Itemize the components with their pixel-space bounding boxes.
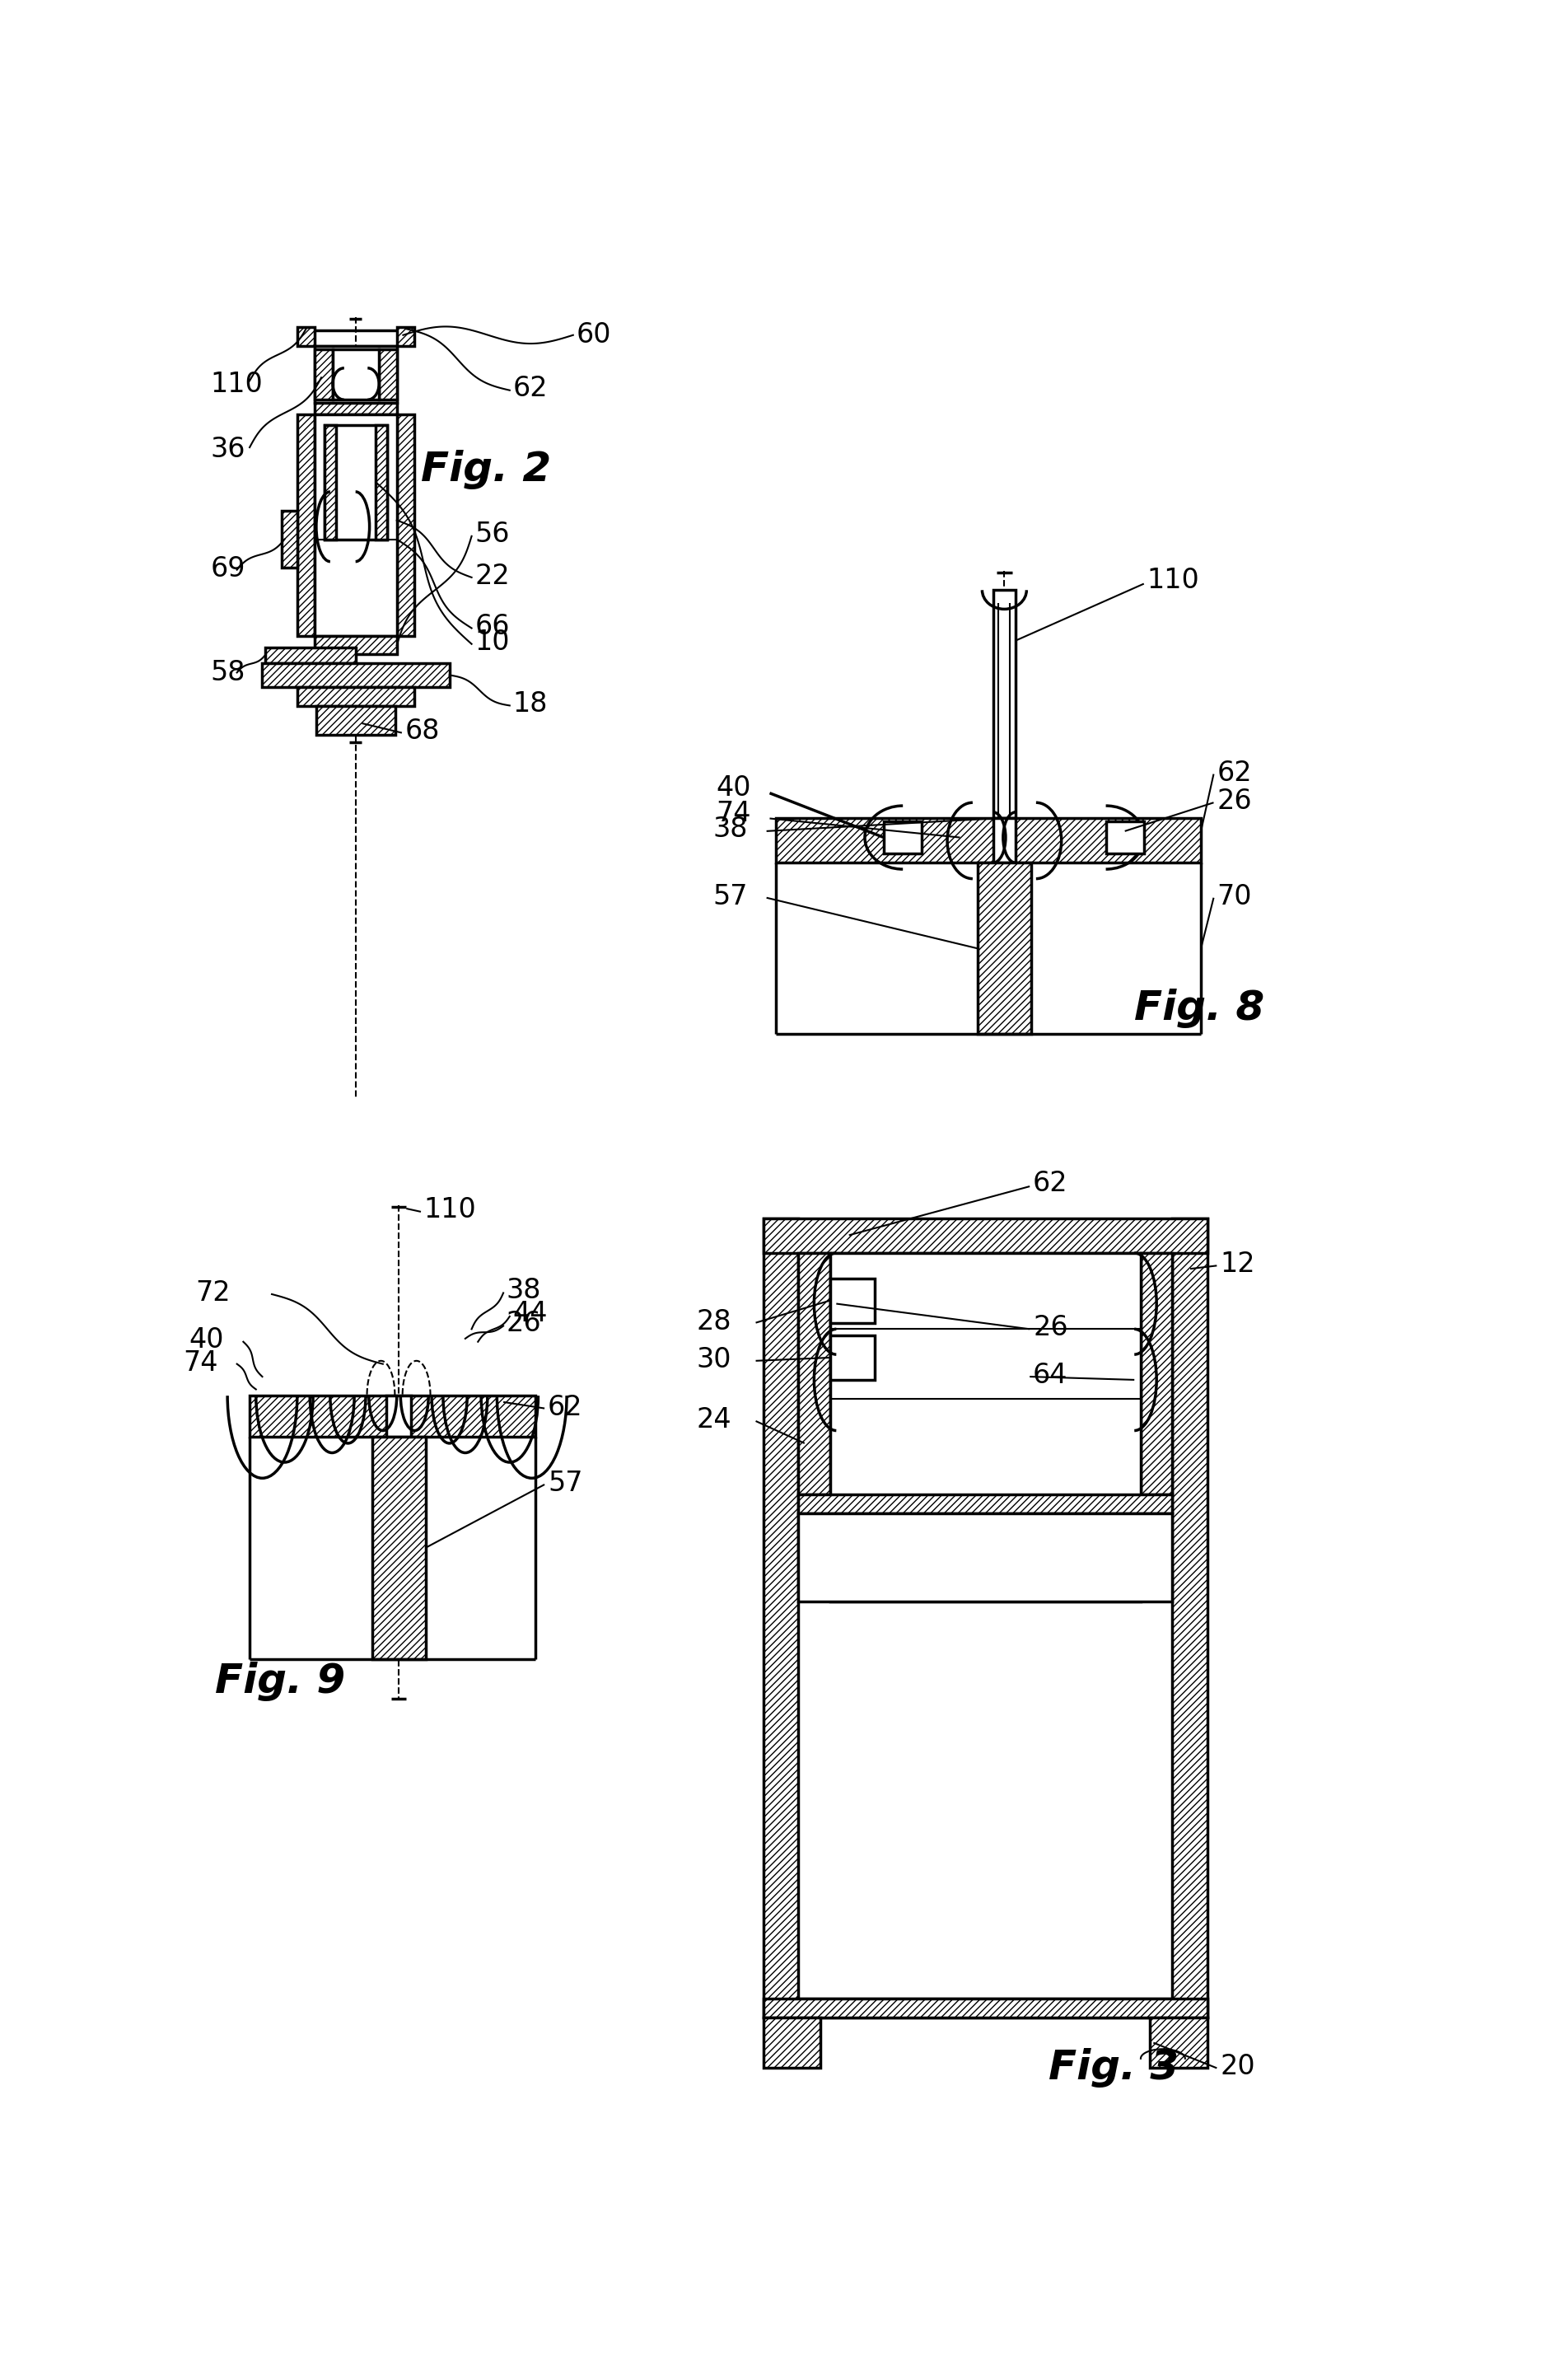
Bar: [315, 345, 396, 402]
Text: 74: 74: [716, 800, 750, 826]
Bar: [799, 1999, 1173, 2018]
Text: 40: 40: [716, 774, 750, 802]
Bar: [315, 402, 396, 414]
Bar: [994, 819, 1016, 864]
Text: 74: 74: [183, 1349, 218, 1376]
Text: 40: 40: [189, 1326, 225, 1354]
Bar: [763, 2018, 821, 2068]
Bar: [830, 1335, 874, 1380]
Bar: [994, 590, 1016, 819]
Bar: [396, 326, 415, 345]
Bar: [379, 350, 396, 400]
Text: 110: 110: [424, 1197, 476, 1223]
Text: 56: 56: [474, 521, 510, 547]
Bar: [1173, 1219, 1207, 2018]
Text: 57: 57: [713, 883, 747, 909]
Text: 68: 68: [406, 719, 440, 745]
Text: 66: 66: [474, 612, 510, 640]
Bar: [830, 1252, 1140, 1602]
Text: 70: 70: [1217, 883, 1251, 909]
Text: 26: 26: [507, 1309, 541, 1338]
Bar: [324, 426, 335, 540]
Bar: [315, 635, 396, 654]
Bar: [799, 1252, 830, 1495]
Bar: [262, 664, 449, 688]
Text: 20: 20: [1220, 2054, 1256, 2080]
Bar: [1150, 2018, 1207, 2068]
Bar: [775, 819, 1201, 864]
Text: 110: 110: [1147, 566, 1200, 595]
Bar: [763, 1219, 1207, 1252]
Bar: [799, 1495, 1173, 1514]
Text: 72: 72: [195, 1280, 231, 1307]
Text: 28: 28: [697, 1309, 732, 1335]
Text: 36: 36: [211, 436, 245, 462]
Text: 60: 60: [576, 321, 612, 350]
Text: 10: 10: [474, 628, 510, 657]
Text: 62: 62: [1217, 759, 1253, 785]
Bar: [763, 1219, 799, 2018]
Bar: [376, 426, 387, 540]
Bar: [1106, 821, 1143, 854]
Text: 38: 38: [507, 1276, 541, 1304]
Text: 69: 69: [211, 555, 245, 583]
Bar: [298, 414, 315, 635]
Bar: [298, 326, 315, 345]
Bar: [885, 821, 922, 854]
Bar: [315, 414, 396, 635]
Text: 26: 26: [1033, 1314, 1069, 1342]
Bar: [265, 647, 356, 664]
Bar: [332, 350, 379, 400]
Bar: [250, 1395, 535, 1438]
Text: Fig. 9: Fig. 9: [215, 1661, 345, 1702]
Bar: [978, 864, 1031, 1035]
Bar: [396, 414, 415, 635]
Bar: [315, 350, 332, 400]
Text: 64: 64: [1033, 1361, 1069, 1390]
Bar: [385, 1395, 412, 1438]
Bar: [281, 512, 298, 569]
Text: 12: 12: [1220, 1252, 1256, 1278]
Text: 57: 57: [548, 1468, 583, 1497]
Bar: [324, 426, 387, 540]
Bar: [830, 1278, 874, 1323]
Bar: [1140, 1252, 1173, 1495]
Text: 110: 110: [211, 371, 262, 397]
Text: Fig. 8: Fig. 8: [1134, 990, 1265, 1028]
Text: 18: 18: [513, 690, 548, 719]
Text: 62: 62: [513, 374, 548, 402]
Text: Fig. 3: Fig. 3: [1048, 2049, 1179, 2087]
Text: 26: 26: [1217, 788, 1253, 814]
Text: 24: 24: [696, 1407, 732, 1433]
Bar: [799, 1514, 1173, 1602]
Bar: [298, 688, 415, 707]
Text: 44: 44: [513, 1299, 548, 1326]
Text: 62: 62: [1033, 1169, 1069, 1197]
Text: 62: 62: [548, 1395, 583, 1421]
Text: 30: 30: [697, 1347, 732, 1373]
Bar: [763, 1999, 1207, 2018]
Text: 58: 58: [211, 659, 245, 685]
Bar: [317, 707, 396, 735]
Text: 38: 38: [713, 816, 747, 843]
Text: Fig. 2: Fig. 2: [421, 450, 551, 490]
Bar: [371, 1438, 426, 1659]
Text: 22: 22: [474, 562, 510, 590]
